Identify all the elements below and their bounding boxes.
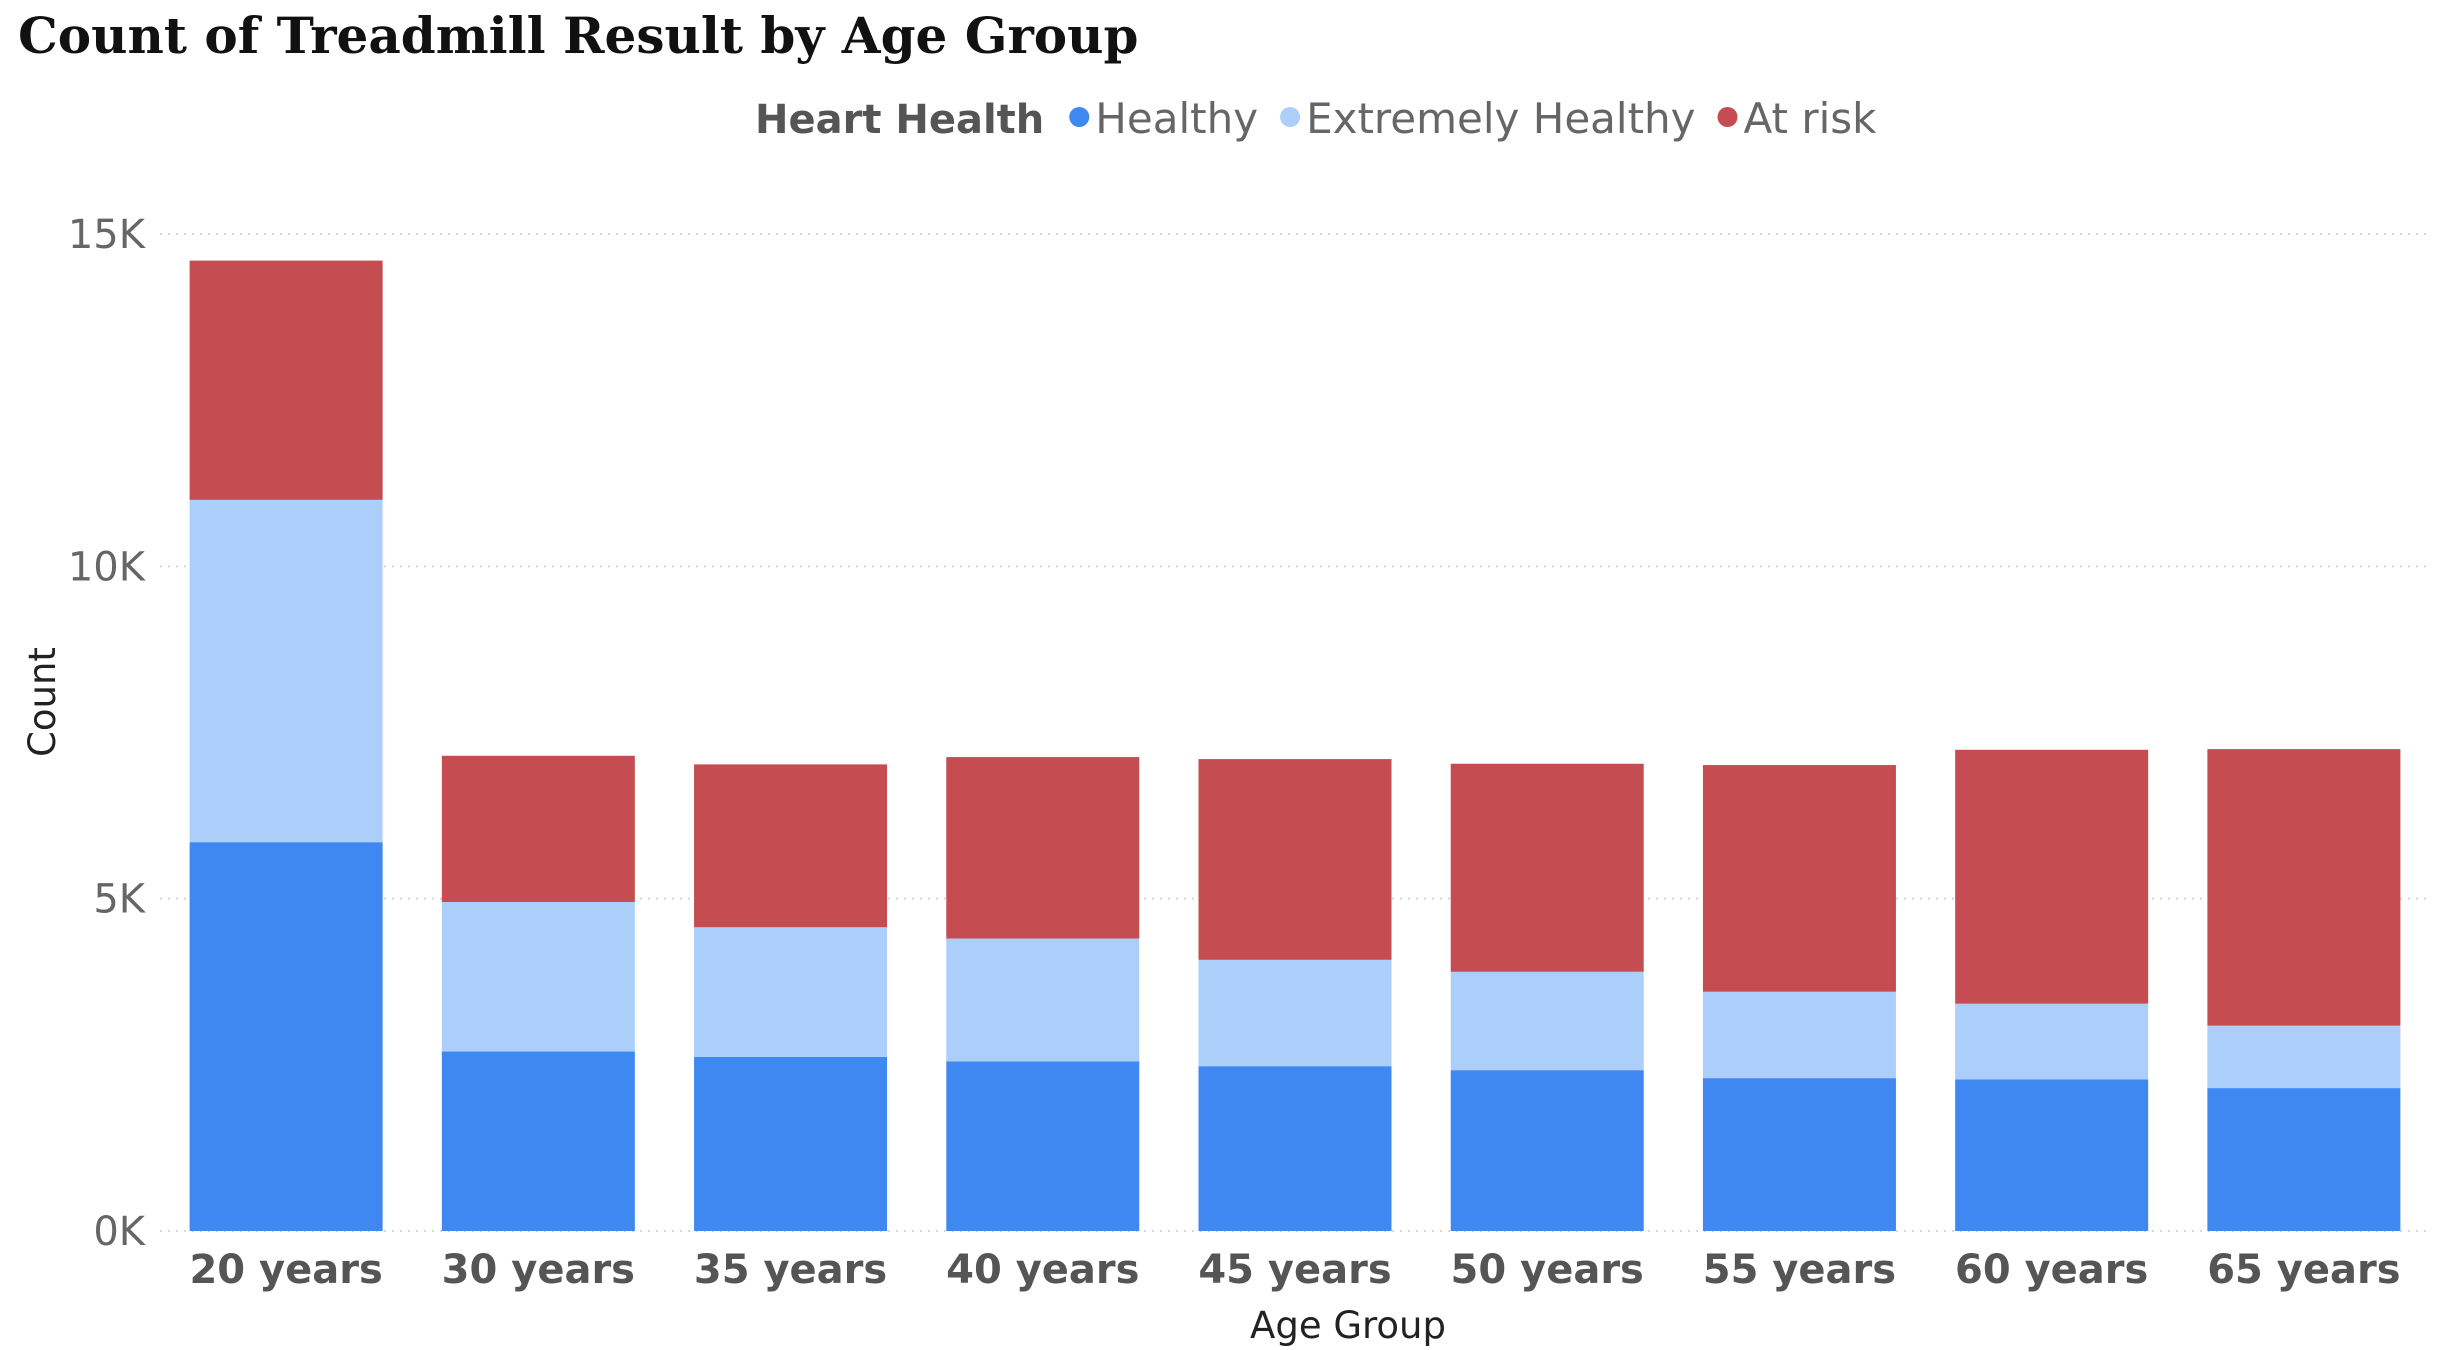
bar-extremely-healthy bbox=[1198, 959, 1392, 1067]
bar-healthy bbox=[189, 842, 383, 1231]
bar-extremely-healthy bbox=[189, 499, 383, 843]
x-tick-label: 65 years bbox=[2207, 1247, 2400, 1293]
legend: Heart Health Healthy Extremely Healthy At … bbox=[755, 94, 1877, 143]
legend-item-healthy: Healthy bbox=[1095, 94, 1258, 143]
x-tick-label: 55 years bbox=[1703, 1247, 1896, 1293]
bar-healthy bbox=[441, 1051, 635, 1231]
x-tick-label: 20 years bbox=[189, 1247, 382, 1293]
bar-healthy bbox=[1450, 1070, 1644, 1231]
bar-at-risk bbox=[2207, 749, 2401, 1026]
bar-at-risk bbox=[1955, 749, 2149, 1004]
x-tick-label: 30 years bbox=[442, 1247, 635, 1293]
bar-extremely-healthy bbox=[1702, 991, 1896, 1079]
bar-healthy bbox=[694, 1056, 888, 1231]
x-tick-label: 45 years bbox=[1198, 1247, 1391, 1293]
bar-extremely-healthy bbox=[1450, 971, 1644, 1071]
x-tick-label: 60 years bbox=[1955, 1247, 2148, 1293]
legend-title: Heart Health bbox=[755, 97, 1044, 143]
legend-marker-extremely-healthy bbox=[1280, 107, 1301, 127]
x-tick-label: 50 years bbox=[1451, 1247, 1644, 1293]
chart-title: Count of Treadmill Result by Age Group bbox=[18, 6, 1139, 65]
bar-at-risk bbox=[946, 757, 1140, 939]
legend-marker-healthy bbox=[1069, 107, 1090, 127]
y-tick-label: 0K bbox=[93, 1209, 146, 1255]
legend-item-at-risk: At risk bbox=[1744, 94, 1878, 143]
bar-extremely-healthy bbox=[694, 927, 888, 1057]
bar-healthy bbox=[1955, 1079, 2149, 1231]
bar-at-risk bbox=[1702, 765, 1896, 992]
bar-at-risk bbox=[1198, 759, 1392, 960]
x-axis: 20 years 30 years 35 years 40 years 45 years… bbox=[189, 1247, 2400, 1293]
bar-extremely-healthy bbox=[2207, 1025, 2401, 1089]
bar-healthy bbox=[1702, 1078, 1896, 1231]
bar-extremely-healthy bbox=[946, 938, 1140, 1062]
bar-at-risk bbox=[189, 260, 383, 500]
bar-at-risk bbox=[694, 764, 888, 928]
bar-extremely-healthy bbox=[441, 901, 635, 1052]
legend-item-extremely-healthy: Extremely Healthy bbox=[1306, 94, 1695, 143]
bars bbox=[189, 260, 2401, 1231]
bar-extremely-healthy bbox=[1955, 1003, 2149, 1080]
y-axis: 0K 5K 10K 15K bbox=[68, 212, 147, 1255]
bar-healthy bbox=[1198, 1066, 1392, 1231]
y-tick-label: 15K bbox=[68, 212, 147, 258]
x-tick-label: 35 years bbox=[694, 1247, 887, 1293]
y-axis-title: Count bbox=[21, 647, 64, 757]
bar-at-risk bbox=[1450, 763, 1644, 972]
y-tick-label: 5K bbox=[93, 877, 146, 923]
bar-at-risk bbox=[441, 755, 635, 902]
bar-healthy bbox=[946, 1061, 1140, 1231]
bar-healthy bbox=[2207, 1088, 2401, 1231]
x-tick-label: 40 years bbox=[946, 1247, 1139, 1293]
x-axis-title: Age Group bbox=[1250, 1304, 1446, 1347]
y-tick-label: 10K bbox=[68, 544, 147, 590]
legend-marker-at-risk bbox=[1717, 107, 1738, 127]
